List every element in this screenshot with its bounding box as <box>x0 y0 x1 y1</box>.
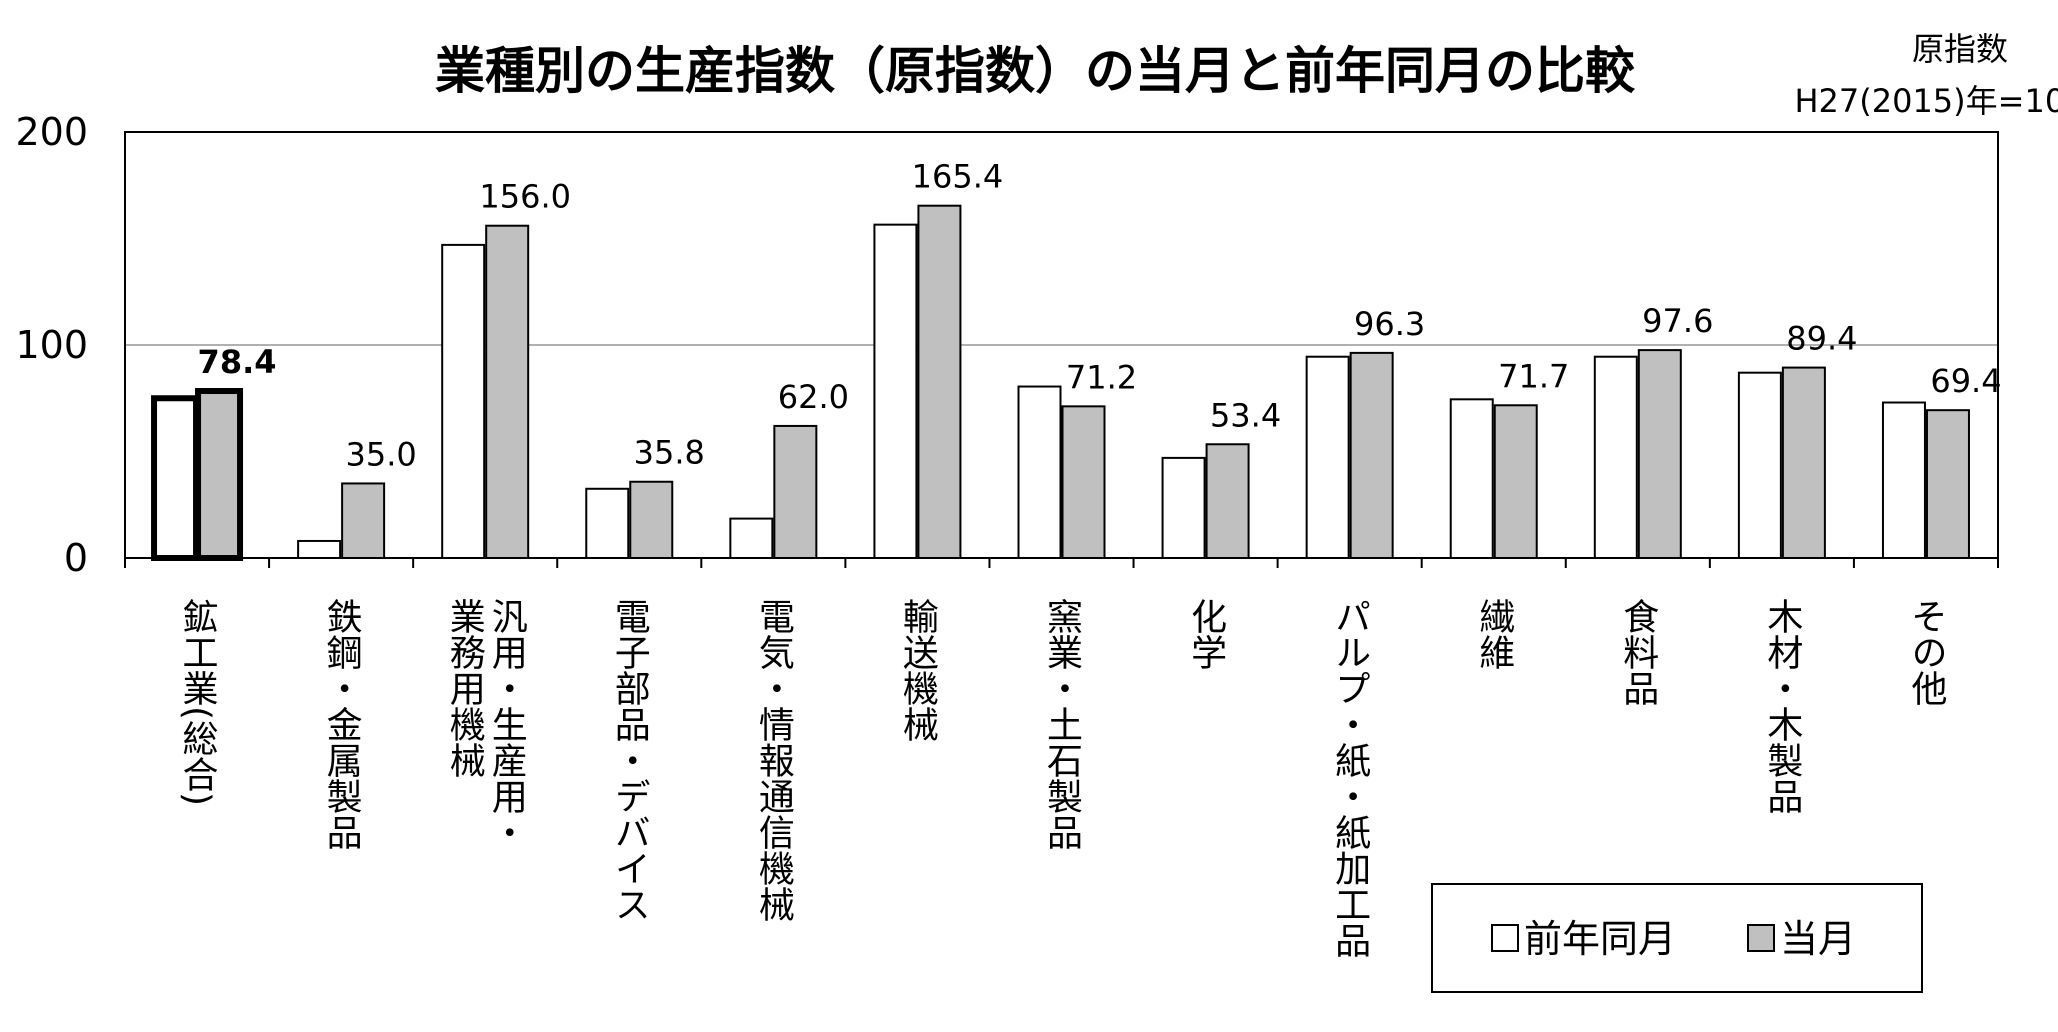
y-tick-label: 100 <box>15 323 88 367</box>
bar-current-month <box>1637 349 1682 559</box>
x-axis: 鉱工業(総合) 鉄鋼・金属製品 汎用・生産用・業務用機械 電子部品・デバイス 電気・情報… <box>124 558 1999 958</box>
bar-previous-year <box>1305 355 1350 559</box>
bar-current-month <box>1925 409 1970 560</box>
category-label: 繊維 <box>1473 598 1514 670</box>
bar-previous-year <box>873 223 918 559</box>
bar-current-month <box>1061 405 1106 559</box>
data-label: 69.4 <box>1930 362 2001 400</box>
data-label: 35.8 <box>634 434 705 472</box>
bars <box>151 204 1970 561</box>
bar-previous-year <box>1017 385 1062 559</box>
bar-previous-year <box>1881 401 1926 560</box>
category-label: 鉄鋼・金属製品 <box>321 598 363 850</box>
bar-current-month <box>1205 443 1250 559</box>
bar-current-month <box>1493 404 1538 559</box>
data-label: 89.4 <box>1786 320 1857 358</box>
category-label: パルプ・紙・紙加工品 <box>1329 598 1370 958</box>
bar-previous-year <box>1593 355 1638 559</box>
data-label: 96.3 <box>1354 305 1425 343</box>
bar-current-month <box>629 480 674 559</box>
index-basis-note: 原指数 <box>1912 30 2008 68</box>
bar-current-month <box>1781 366 1826 559</box>
legend-label-previous: 前年同月 <box>1524 917 1676 961</box>
bar-previous-year <box>1161 456 1206 560</box>
bar-previous-year <box>729 517 774 559</box>
category-label: 電気・情報通信機械 <box>753 598 795 922</box>
data-label: 62.0 <box>778 378 849 416</box>
index-base-year-note: H27(2015)年=100 <box>1794 82 2058 120</box>
data-labels: 78.4 35.0 156.0 35.8 62.0 165.4 71.2 53.4 96.3 71… <box>198 158 2002 474</box>
bar-current-month <box>341 482 386 560</box>
data-label: 165.4 <box>912 158 1004 196</box>
data-label: 71.2 <box>1066 358 1137 396</box>
bar-previous-year <box>297 539 342 560</box>
category-label: 窯業・土石製品 <box>1041 598 1083 850</box>
category-label: 鉱工業(総合) <box>177 598 218 806</box>
data-label: 71.7 <box>1498 357 1569 395</box>
category-label: 木材・木製品 <box>1761 598 1803 814</box>
y-axis: 0 100 200 <box>15 110 88 580</box>
y-tick-label: 200 <box>15 110 88 154</box>
bar-current-month <box>485 224 530 559</box>
legend-swatch-current <box>1747 924 1775 952</box>
bar-previous-year <box>1449 398 1494 559</box>
category-label: 汎用・生産用・ <box>486 598 527 850</box>
bar-current-month <box>195 388 244 561</box>
category-label: その他 <box>1905 598 1947 706</box>
category-label: 化学 <box>1185 598 1226 670</box>
data-label: 35.0 <box>345 435 416 473</box>
data-label: 78.4 <box>198 343 277 381</box>
data-label: 53.4 <box>1210 396 1281 434</box>
y-tick-label: 0 <box>64 536 88 580</box>
bar-previous-year <box>1737 371 1782 559</box>
data-label: 156.0 <box>479 178 571 216</box>
bar-current-month <box>773 424 818 559</box>
legend: 前年同月 当月 <box>1431 883 1923 993</box>
legend-label-current: 当月 <box>1780 917 1856 961</box>
category-label: 電子部品・デバイス <box>609 598 650 922</box>
category-label: 食料品 <box>1617 598 1658 706</box>
bar-previous-year <box>441 243 486 559</box>
category-label: 輸送機械 <box>897 598 939 742</box>
bar-previous-year <box>151 395 200 561</box>
chart-title: 業種別の生産指数（原指数）の当月と前年同月の比較 <box>435 42 1636 100</box>
bar-current-month <box>1349 351 1394 560</box>
legend-swatch-previous <box>1491 924 1519 952</box>
data-label: 97.6 <box>1642 302 1713 340</box>
bar-previous-year <box>585 487 630 559</box>
category-label: 業務用機械 <box>444 598 486 778</box>
bar-current-month <box>917 204 962 559</box>
